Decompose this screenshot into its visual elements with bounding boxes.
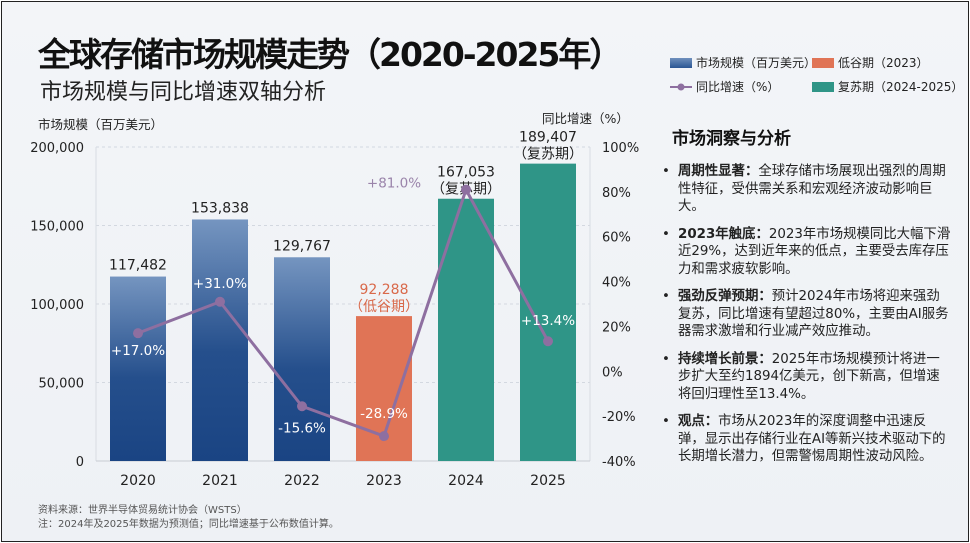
legend-item-trough: 低谷期（2023） [812,54,929,71]
growth-label: -28.9% [360,406,408,422]
forecast-note: 注：2024年及2025年数据为预测值；同比增速基于公布数值计算。 [38,519,339,530]
insight-head: 持续增长前景： [678,351,772,367]
bar-value-label: 92,288 [360,282,409,298]
bar-value-label: 189,407 [519,130,577,146]
insights-panel: 市场洞察与分析 周期性显著：全球存储市场展现出强烈的周期性特征，受供需关系和宏观… [652,124,952,476]
insight-item: 2023年触底：2023年市场规模同比大幅下滑近29%，达到近年来的低点，主要受… [662,226,952,279]
bar-2024 [438,198,494,461]
insight-item: 强劲反弹预期：预计2024年市场将迎来强劲复苏，同比增速有望超过80%，主要由A… [662,288,952,341]
y-axis-title: 市场规模（百万美元） [38,117,164,132]
page-subtitle: 市场规模与同比增速双轴分析 [40,80,327,105]
bar-2025 [520,163,576,461]
insight-item: 持续增长前景：2025年市场规模预计将进一步扩大至约1894亿美元，创下新高，但… [662,351,952,404]
source-note: 资料来源：世界半导体贸易统计协会（WSTS） [38,505,247,516]
insight-item: 周期性显著：全球存储市场展现出强烈的周期性特征，受供需关系和宏观经济波动影响巨大… [662,163,952,216]
y-tick-label: 150,000 [30,220,84,235]
y2-tick-label: 20% [602,320,631,335]
legend-item-recovery: 复苏期（2024-2025） [812,78,963,95]
y2-tick-label: 100% [602,141,639,156]
growth-label: -15.6% [278,420,326,436]
insight-text: 全球存储市场展现出强烈的周期性特征，受供需关系和宏观经济波动影响巨大。 [678,164,946,214]
bar-value-label: 129,767 [273,238,331,254]
page-title: 全球存储市场规模走势（2020-2025年） [38,35,622,74]
growth-line [137,185,550,439]
insight-text: 2025年市场规模预计将进一步扩大至约1894亿美元，创下新高，但增速将回归理性… [678,351,940,402]
bar-2022 [274,257,330,461]
insight-text: 预计2024年市场将迎来强劲复苏，同比增速有望超过80%，主要由AI服务器需求激… [678,289,949,339]
bar-2020 [110,276,166,461]
growth-point-2020 [133,328,143,339]
y2-tick-label: 0% [602,365,623,380]
insight-head: 强劲反弹预期： [678,289,772,304]
y2-tick-label: 40% [602,276,631,291]
legend-line-icon [670,83,692,90]
y2-axis-title: 同比增速（%） [542,111,629,126]
growth-point-2021 [215,296,225,307]
footnotes: 资料来源：世界半导体贸易统计协会（WSTS） 注：2024年及2025年数据为预… [38,504,339,532]
insight-head: 2023年触底： [678,226,769,242]
insights-list: 周期性显著：全球存储市场展现出强烈的周期性特征，受供需关系和宏观经济波动影响巨大… [652,163,952,466]
growth-label: +31.0% [193,276,247,292]
growth-label: +81.0% [367,176,421,192]
legend-label: 低谷期（2023） [838,56,929,70]
y2-tick-label: -20% [602,410,636,425]
growth-label: +13.4% [521,313,575,329]
y2-tick-label: 60% [602,231,631,246]
growth-point-2023 [379,431,389,442]
insight-text: 市场从2023年的深度调整中迅速反弹，显示出存储行业在AI等新兴技术驱动下的长期… [678,414,946,464]
legend-label: 市场规模（百万美元） [696,56,817,70]
growth-point-2025 [543,336,553,347]
y-tick-label: 200,000 [30,141,84,156]
bar-value-label: 117,482 [109,258,167,274]
insight-head: 周期性显著： [678,164,759,179]
y-tick-label: 100,000 [30,298,84,313]
x-tick-label: 2022 [284,473,320,489]
y2-tick-label: -40% [602,455,636,470]
y-tick-label: 50,000 [39,377,85,392]
legend-swatch [812,81,834,92]
x-tick-label: 2023 [366,473,402,489]
bar-value-label: 153,838 [191,200,249,216]
bar-period-label: （低谷期） [349,299,419,315]
growth-point-2024 [461,184,471,195]
growth-label: +17.0% [111,343,165,359]
bar-2021 [192,219,248,461]
x-tick-label: 2020 [120,473,156,489]
insight-head: 观点： [678,414,719,429]
insight-item: 观点：市场从2023年的深度调整中迅速反弹，显示出存储行业在AI等新兴技术驱动下… [662,413,952,466]
bar-period-label: （复苏期） [513,146,583,163]
legend-swatch [812,57,834,68]
legend-label: 同比增速（%） [696,80,780,94]
x-tick-label: 2025 [530,473,566,489]
growth-point-2022 [297,401,307,412]
legend-item-market-size: 市场规模（百万美元） [670,54,816,71]
legend-label: 复苏期（2024-2025） [838,80,964,94]
legend-swatch [670,57,692,68]
x-tick-label: 2021 [202,473,238,489]
y-tick-label: 0 [76,455,84,470]
insight-text: 2023年市场规模同比大幅下滑近29%，达到近年来的低点，主要受去库存压力和需求… [678,226,951,277]
y2-tick-label: 80% [602,186,631,201]
x-tick-label: 2024 [448,473,484,489]
legend-item-growth: 同比增速（%） [670,78,779,95]
insights-title: 市场洞察与分析 [672,129,791,149]
bar-value-label: 167,053 [437,165,495,181]
